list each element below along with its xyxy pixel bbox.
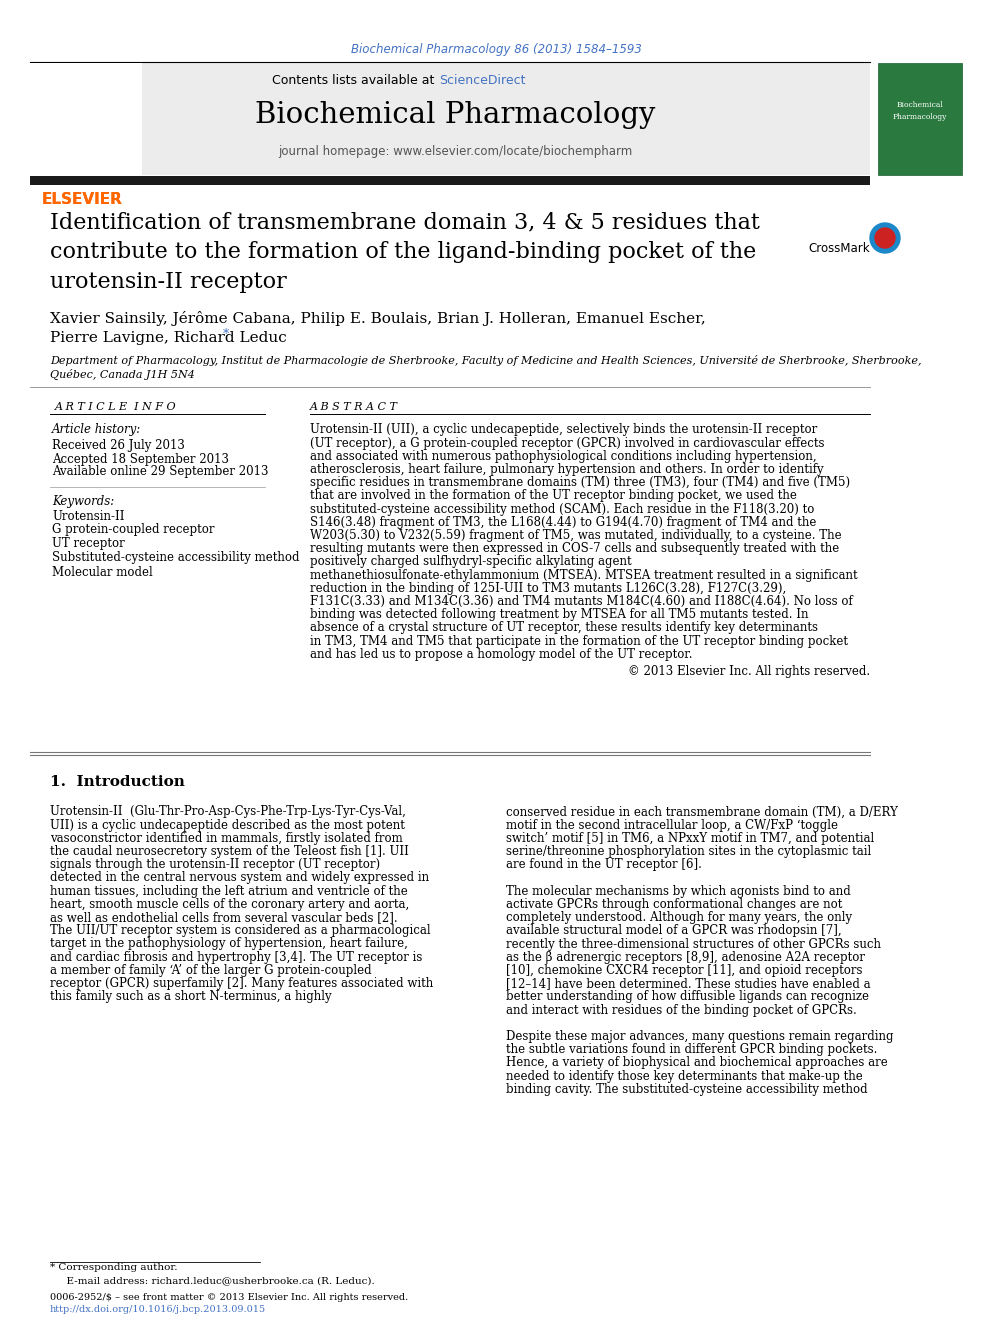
Text: (UT receptor), a G protein-coupled receptor (GPCR) involved in cardiovascular ef: (UT receptor), a G protein-coupled recep… — [310, 437, 824, 450]
Text: contribute to the formation of the ligand-binding pocket of the: contribute to the formation of the ligan… — [50, 241, 756, 263]
Text: Despite these major advances, many questions remain regarding: Despite these major advances, many quest… — [506, 1029, 894, 1043]
Text: A R T I C L E  I N F O: A R T I C L E I N F O — [55, 402, 177, 411]
Text: W203(5.30) to V232(5.59) fragment of TM5, was mutated, individually, to a cystei: W203(5.30) to V232(5.59) fragment of TM5… — [310, 529, 841, 542]
Text: are found in the UT receptor [6].: are found in the UT receptor [6]. — [506, 859, 702, 872]
Text: and associated with numerous pathophysiological conditions including hypertensio: and associated with numerous pathophysio… — [310, 450, 816, 463]
Text: Pharmacology: Pharmacology — [893, 112, 947, 120]
Text: Department of Pharmacology, Institut de Pharmacologie de Sherbrooke, Faculty of : Department of Pharmacology, Institut de … — [50, 356, 922, 366]
Text: heart, smooth muscle cells of the coronary artery and aorta,: heart, smooth muscle cells of the corona… — [50, 898, 410, 912]
Text: substituted-cysteine accessibility method (SCAM). Each residue in the F118(3.20): substituted-cysteine accessibility metho… — [310, 503, 814, 516]
Text: completely understood. Although for many years, the only: completely understood. Although for many… — [506, 912, 852, 923]
Circle shape — [875, 228, 895, 247]
Text: that are involved in the formation of the UT receptor binding pocket, we used th: that are involved in the formation of th… — [310, 490, 797, 503]
Text: UT receptor: UT receptor — [52, 537, 125, 550]
Text: methanethiosulfonate-ethylammonium (MTSEA). MTSEA treatment resulted in a signif: methanethiosulfonate-ethylammonium (MTSE… — [310, 569, 858, 582]
Text: the subtle variations found in different GPCR binding pockets.: the subtle variations found in different… — [506, 1043, 877, 1056]
Text: Pierre Lavigne, Richard Leduc: Pierre Lavigne, Richard Leduc — [50, 331, 287, 345]
Text: Xavier Sainsily, Jérôme Cabana, Philip E. Boulais, Brian J. Holleran, Emanuel Es: Xavier Sainsily, Jérôme Cabana, Philip E… — [50, 311, 705, 325]
Text: ELSEVIER: ELSEVIER — [42, 193, 122, 208]
Text: the caudal neurosecretory system of the Teleost fish [1]. UII: the caudal neurosecretory system of the … — [50, 845, 409, 859]
Text: available structural model of a GPCR was rhodopsin [7],: available structural model of a GPCR was… — [506, 925, 841, 937]
Text: signals through the urotensin-II receptor (UT receptor): signals through the urotensin-II recepto… — [50, 859, 380, 872]
Text: vasoconstrictor identified in mammals, firstly isolated from: vasoconstrictor identified in mammals, f… — [50, 832, 403, 845]
Bar — [30, 176, 870, 185]
Text: Contents lists available at: Contents lists available at — [272, 74, 438, 86]
Text: Urotensin-II (UII), a cyclic undecapeptide, selectively binds the urotensin-II r: Urotensin-II (UII), a cyclic undecapepti… — [310, 423, 817, 437]
Text: Received 26 July 2013: Received 26 July 2013 — [52, 439, 185, 452]
Text: [10], chemokine CXCR4 receptor [11], and opioid receptors: [10], chemokine CXCR4 receptor [11], and… — [506, 964, 862, 976]
Text: as well as endothelial cells from several vascular beds [2].: as well as endothelial cells from severa… — [50, 912, 398, 923]
Text: © 2013 Elsevier Inc. All rights reserved.: © 2013 Elsevier Inc. All rights reserved… — [628, 665, 870, 679]
Text: ScienceDirect: ScienceDirect — [439, 74, 526, 86]
Text: Keywords:: Keywords: — [52, 496, 114, 508]
Text: Biochemical Pharmacology: Biochemical Pharmacology — [255, 101, 655, 130]
Text: activate GPCRs through conformational changes are not: activate GPCRs through conformational ch… — [506, 898, 842, 912]
Text: Biochemical: Biochemical — [897, 101, 943, 108]
Text: target in the pathophysiology of hypertension, heart failure,: target in the pathophysiology of hyperte… — [50, 938, 408, 950]
Text: http://dx.doi.org/10.1016/j.bcp.2013.09.015: http://dx.doi.org/10.1016/j.bcp.2013.09.… — [50, 1306, 266, 1315]
Text: ELSEVIER: ELSEVIER — [42, 193, 122, 208]
Bar — [30, 64, 870, 175]
Text: and cardiac fibrosis and hypertrophy [3,4]. The UT receptor is: and cardiac fibrosis and hypertrophy [3,… — [50, 951, 423, 963]
Text: Molecular model: Molecular model — [52, 565, 153, 578]
Text: journal homepage: www.elsevier.com/locate/biochempharm: journal homepage: www.elsevier.com/locat… — [278, 146, 632, 159]
Text: as the β adrenergic receptors [8,9], adenosine A2A receptor: as the β adrenergic receptors [8,9], ade… — [506, 951, 865, 963]
Text: UII) is a cyclic undecapeptide described as the most potent: UII) is a cyclic undecapeptide described… — [50, 819, 405, 832]
Text: binding was detected following treatment by MTSEA for all TM5 mutants tested. In: binding was detected following treatment… — [310, 609, 808, 622]
Text: G protein-coupled receptor: G protein-coupled receptor — [52, 524, 214, 537]
Text: CrossMark: CrossMark — [808, 242, 870, 254]
Text: better understanding of how diffusible ligands can recognize: better understanding of how diffusible l… — [506, 991, 869, 1003]
Text: specific residues in transmembrane domains (TM) three (TM3), four (TM4) and five: specific residues in transmembrane domai… — [310, 476, 850, 490]
Text: atherosclerosis, heart failure, pulmonary hypertension and others. In order to i: atherosclerosis, heart failure, pulmonar… — [310, 463, 823, 476]
Text: Québec, Canada J1H 5N4: Québec, Canada J1H 5N4 — [50, 368, 194, 380]
Circle shape — [870, 224, 900, 253]
Text: conserved residue in each transmembrane domain (TM), a D/ERY: conserved residue in each transmembrane … — [506, 806, 898, 819]
Text: 0006-2952/$ – see front matter © 2013 Elsevier Inc. All rights reserved.: 0006-2952/$ – see front matter © 2013 El… — [50, 1294, 409, 1303]
Text: this family such as a short N-terminus, a highly: this family such as a short N-terminus, … — [50, 991, 331, 1003]
Text: absence of a crystal structure of UT receptor, these results identify key determ: absence of a crystal structure of UT rec… — [310, 622, 818, 635]
Text: Substituted-cysteine accessibility method: Substituted-cysteine accessibility metho… — [52, 552, 300, 565]
Text: F131C(3.33) and M134C(3.36) and TM4 mutants M184C(4.60) and I188C(4.64). No loss: F131C(3.33) and M134C(3.36) and TM4 muta… — [310, 595, 853, 609]
Bar — [30, 64, 142, 175]
Text: 1.  Introduction: 1. Introduction — [50, 775, 185, 789]
Text: S146(3.48) fragment of TM3, the L168(4.44) to G194(4.70) fragment of TM4 and the: S146(3.48) fragment of TM3, the L168(4.4… — [310, 516, 816, 529]
Text: in TM3, TM4 and TM5 that participate in the formation of the UT receptor binding: in TM3, TM4 and TM5 that participate in … — [310, 635, 848, 648]
Text: detected in the central nervous system and widely expressed in: detected in the central nervous system a… — [50, 872, 430, 885]
Text: A B S T R A C T: A B S T R A C T — [310, 402, 398, 411]
Text: and has led us to propose a homology model of the UT receptor.: and has led us to propose a homology mod… — [310, 648, 692, 662]
Text: needed to identify those key determinants that make-up the: needed to identify those key determinant… — [506, 1069, 863, 1082]
Text: human tissues, including the left atrium and ventricle of the: human tissues, including the left atrium… — [50, 885, 408, 898]
Text: serine/threonine phosphorylation sites in the cytoplasmic tail: serine/threonine phosphorylation sites i… — [506, 845, 871, 859]
Text: positively charged sulfhydryl-specific alkylating agent: positively charged sulfhydryl-specific a… — [310, 556, 632, 569]
Text: Available online 29 September 2013: Available online 29 September 2013 — [52, 466, 269, 479]
Text: motif in the second intracellular loop, a CW/FxP ‘toggle: motif in the second intracellular loop, … — [506, 819, 838, 832]
Text: * Corresponding author.: * Corresponding author. — [50, 1263, 178, 1273]
Text: receptor (GPCR) superfamily [2]. Many features associated with: receptor (GPCR) superfamily [2]. Many fe… — [50, 978, 434, 990]
Bar — [878, 64, 962, 175]
Text: The molecular mechanisms by which agonists bind to and: The molecular mechanisms by which agonis… — [506, 885, 851, 898]
Text: urotensin-II receptor: urotensin-II receptor — [50, 271, 287, 292]
Text: reduction in the binding of 125I-UII to TM3 mutants L126C(3.28), F127C(3.29),: reduction in the binding of 125I-UII to … — [310, 582, 787, 595]
Text: Accepted 18 September 2013: Accepted 18 September 2013 — [52, 452, 229, 466]
Text: recently the three-dimensional structures of other GPCRs such: recently the three-dimensional structure… — [506, 938, 881, 950]
Text: *: * — [223, 328, 229, 341]
Text: E-mail address: richard.leduc@usherbrooke.ca (R. Leduc).: E-mail address: richard.leduc@usherbrook… — [60, 1277, 375, 1286]
Text: Hence, a variety of biophysical and biochemical approaches are: Hence, a variety of biophysical and bioc… — [506, 1056, 888, 1069]
Text: and interact with residues of the binding pocket of GPCRs.: and interact with residues of the bindin… — [506, 1004, 857, 1016]
Text: Article history:: Article history: — [52, 423, 141, 437]
Text: a member of family ‘A’ of the larger G protein-coupled: a member of family ‘A’ of the larger G p… — [50, 964, 372, 976]
Text: binding cavity. The substituted-cysteine accessibility method: binding cavity. The substituted-cysteine… — [506, 1082, 868, 1095]
Text: [12–14] have been determined. These studies have enabled a: [12–14] have been determined. These stud… — [506, 978, 871, 990]
Text: Urotensin-II  (Glu-Thr-Pro-Asp-Cys-Phe-Trp-Lys-Tyr-Cys-Val,: Urotensin-II (Glu-Thr-Pro-Asp-Cys-Phe-Tr… — [50, 806, 406, 819]
Text: Urotensin-II: Urotensin-II — [52, 509, 125, 523]
Text: switch’ motif [5] in TM6, a NPxxY motif in TM7, and potential: switch’ motif [5] in TM6, a NPxxY motif … — [506, 832, 874, 845]
Text: The UII/UT receptor system is considered as a pharmacological: The UII/UT receptor system is considered… — [50, 925, 431, 937]
Text: Biochemical Pharmacology 86 (2013) 1584–1593: Biochemical Pharmacology 86 (2013) 1584–… — [350, 44, 642, 57]
Text: Identification of transmembrane domain 3, 4 & 5 residues that: Identification of transmembrane domain 3… — [50, 210, 760, 233]
Text: resulting mutants were then expressed in COS-7 cells and subsequently treated wi: resulting mutants were then expressed in… — [310, 542, 839, 556]
